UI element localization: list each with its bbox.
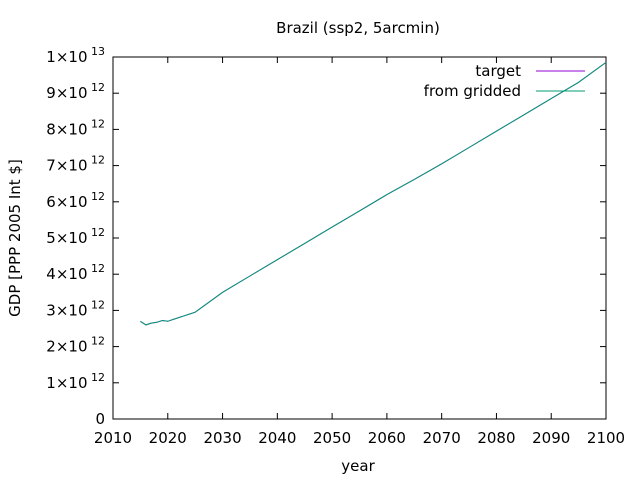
y-axis: 0 1×10 12 2×10 12 3×10 12 4×10 12 5×10 12 6×10…	[46, 45, 606, 428]
x-tick-label: 2050	[313, 429, 351, 447]
x-tick-label: 2010	[94, 429, 132, 447]
x-tick-label: 2080	[477, 429, 515, 447]
y-tick-label: 8×10 12	[46, 117, 105, 138]
x-tick-label: 2060	[368, 429, 406, 447]
legend-label: from gridded	[424, 82, 521, 100]
x-axis-label: year	[341, 457, 375, 475]
chart-title: Brazil (ssp2, 5arcmin)	[276, 19, 440, 37]
y-tick-label: 4×10 12	[46, 262, 105, 283]
series-line-from-gridded	[140, 61, 607, 326]
x-tick-label: 2020	[149, 429, 187, 447]
x-tick-label: 2100	[587, 429, 625, 447]
y-tick-label: 9×10 12	[46, 81, 105, 102]
y-tick-label: 7×10 12	[46, 154, 105, 175]
y-tick-label: 5×10 12	[46, 226, 105, 247]
y-tick-label: 1×10 13	[46, 45, 105, 66]
x-tick-label: 2040	[258, 429, 296, 447]
x-tick-label: 2070	[423, 429, 461, 447]
legend-label: target	[475, 62, 521, 80]
y-tick-label: 0	[95, 410, 105, 428]
y-tick-label: 6×10 12	[46, 190, 105, 211]
y-tick-label: 3×10 12	[46, 298, 105, 319]
y-tick-label: 2×10 12	[46, 335, 105, 356]
series-line-target	[140, 61, 607, 326]
x-axis: 2010 2020 2030 2040 2050 2060 2070 2080 2090 2100	[94, 57, 625, 447]
x-tick-label: 2030	[203, 429, 241, 447]
y-tick-label: 1×10 12	[46, 371, 105, 392]
legend: target from gridded	[424, 62, 585, 100]
series-layer	[140, 61, 607, 326]
y-axis-label: GDP [PPP 2005 Int $]	[6, 159, 24, 317]
plot-frame	[112, 56, 607, 420]
x-tick-label: 2090	[532, 429, 570, 447]
